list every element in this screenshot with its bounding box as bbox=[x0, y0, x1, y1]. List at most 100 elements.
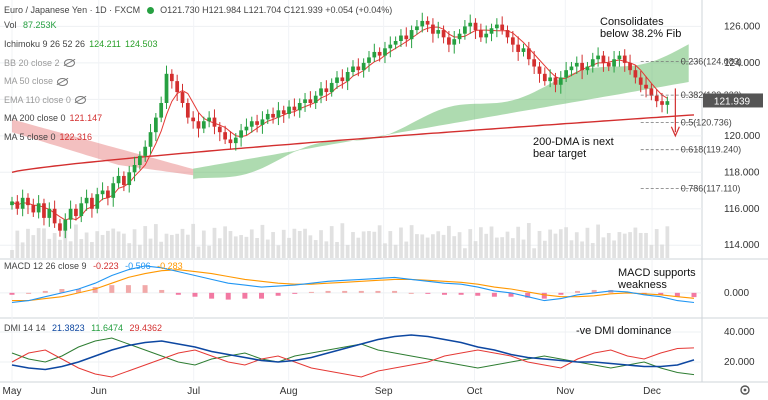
macd-histogram-bar bbox=[441, 292, 447, 295]
y-tick-label: 118.000 bbox=[724, 167, 760, 178]
candle-body bbox=[153, 117, 158, 133]
candle-body bbox=[26, 197, 30, 206]
volume-bar bbox=[143, 226, 148, 258]
candle-body bbox=[415, 26, 419, 31]
gear-icon[interactable] bbox=[740, 385, 750, 395]
x-tick-label: Sep bbox=[375, 386, 393, 397]
last-price-label: 121.939 bbox=[714, 96, 751, 107]
volume-bar bbox=[431, 234, 435, 258]
candle-body bbox=[297, 103, 302, 111]
candle-body bbox=[606, 62, 611, 67]
hidden-eye-icon[interactable] bbox=[74, 96, 86, 105]
volume-bar bbox=[324, 241, 329, 258]
dmi-label: DMI 14 14 bbox=[4, 323, 46, 333]
volume-bar bbox=[638, 232, 643, 258]
volume-bar bbox=[138, 244, 142, 258]
macd-histogram-bar bbox=[125, 285, 131, 293]
candle-body bbox=[244, 126, 249, 131]
macd-histogram-bar bbox=[541, 292, 547, 299]
candle-body bbox=[324, 88, 329, 93]
candle-body bbox=[308, 99, 313, 103]
volume-bar bbox=[106, 230, 110, 258]
candle-body bbox=[36, 203, 41, 213]
indicator-legend-row[interactable]: Ichimoku 9 26 52 26 124.211 124.503 bbox=[4, 39, 157, 49]
hidden-eye-icon[interactable] bbox=[63, 59, 75, 68]
candle-body bbox=[436, 30, 441, 34]
annotation-consolidates-line2: below 38.2% Fib bbox=[600, 28, 682, 40]
volume-bar bbox=[68, 241, 73, 258]
candle-body bbox=[377, 51, 382, 56]
volume-bar bbox=[58, 239, 62, 258]
volume-bar bbox=[233, 236, 238, 258]
volume-bar bbox=[553, 233, 558, 258]
candle-body bbox=[399, 35, 403, 41]
volume-bar bbox=[628, 232, 632, 258]
volume-bar bbox=[521, 239, 526, 258]
volume-bar bbox=[361, 231, 366, 258]
volume-bar bbox=[47, 238, 52, 258]
volume-bar bbox=[542, 240, 547, 258]
candle-body bbox=[574, 62, 579, 67]
volume-bar bbox=[84, 232, 89, 258]
dmi-y-tick-label: 20.000 bbox=[724, 357, 755, 368]
indicator-legend-row[interactable]: EMA 110 close 0 bbox=[4, 95, 86, 105]
volume-bar bbox=[564, 227, 568, 258]
candle-body bbox=[463, 26, 467, 34]
indicator-legend-row[interactable]: MA 50 close bbox=[4, 76, 69, 86]
volume-bar bbox=[90, 242, 94, 258]
volume-bar bbox=[15, 230, 20, 258]
volume-bar bbox=[276, 245, 281, 258]
ichimoku-cloud-bearish bbox=[12, 119, 194, 176]
candle-body bbox=[596, 55, 600, 60]
candle-body bbox=[505, 30, 510, 38]
vol-value: 87.253K bbox=[23, 20, 57, 30]
x-tick-label: Jun bbox=[91, 386, 107, 397]
candle-body bbox=[361, 62, 366, 71]
macd-histogram-bar bbox=[225, 292, 231, 300]
macd-histogram-bar bbox=[674, 292, 680, 297]
candle-body bbox=[90, 197, 94, 209]
candle-body bbox=[537, 66, 542, 74]
candle-body bbox=[447, 37, 451, 45]
macd-histogram-bar bbox=[658, 292, 664, 295]
candle-body bbox=[649, 88, 654, 96]
volume-bar bbox=[526, 223, 531, 258]
candle-body bbox=[84, 197, 89, 204]
x-tick-label: Jul bbox=[187, 386, 200, 397]
annotation-consolidates-line1: Consolidates bbox=[600, 16, 664, 28]
candle-body bbox=[660, 101, 664, 105]
indicator-legend-row[interactable]: BB 20 close 2 bbox=[4, 58, 75, 68]
candle-body bbox=[521, 48, 526, 52]
candle-body bbox=[276, 110, 281, 118]
candle-body bbox=[191, 117, 196, 122]
hidden-eye-icon[interactable] bbox=[57, 77, 69, 86]
macd-legend: MACD 12 26 close 9 -0.223 -0.506 -0.283 bbox=[4, 261, 183, 271]
gear-icon-ring bbox=[740, 385, 750, 395]
macd-histogram-bar bbox=[558, 292, 564, 295]
volume-bar bbox=[393, 244, 398, 258]
candle-body bbox=[622, 55, 627, 63]
candle-body bbox=[15, 201, 20, 209]
candle-body bbox=[383, 48, 387, 56]
candle-body bbox=[654, 95, 659, 102]
indicator-legend-row[interactable]: MA 5 close 0 122.316 bbox=[4, 132, 92, 142]
x-tick-label: Oct bbox=[467, 386, 483, 397]
indicator-label: BB 20 close 2 bbox=[4, 57, 60, 68]
candle-body bbox=[351, 66, 355, 72]
x-tick-label: Aug bbox=[280, 386, 298, 397]
candle-body bbox=[185, 103, 190, 118]
candle-body bbox=[281, 110, 286, 114]
volume-bar bbox=[340, 223, 345, 258]
volume-bar bbox=[649, 244, 654, 258]
candle-body bbox=[303, 99, 307, 103]
ohlc-readout: O121.730 H121.984 L121.704 C121.939 +0.0… bbox=[160, 5, 393, 15]
indicator-legend-row[interactable]: MA 200 close 0 121.147 bbox=[4, 113, 102, 123]
annotation-macd: MACD supports weakness bbox=[618, 267, 696, 291]
gear-icon-hub bbox=[743, 388, 747, 392]
candle-body bbox=[164, 73, 169, 103]
volume-bar bbox=[228, 231, 233, 258]
volume-bar bbox=[132, 229, 137, 258]
candle-body bbox=[367, 57, 371, 63]
macd-histogram-bar bbox=[591, 289, 597, 293]
